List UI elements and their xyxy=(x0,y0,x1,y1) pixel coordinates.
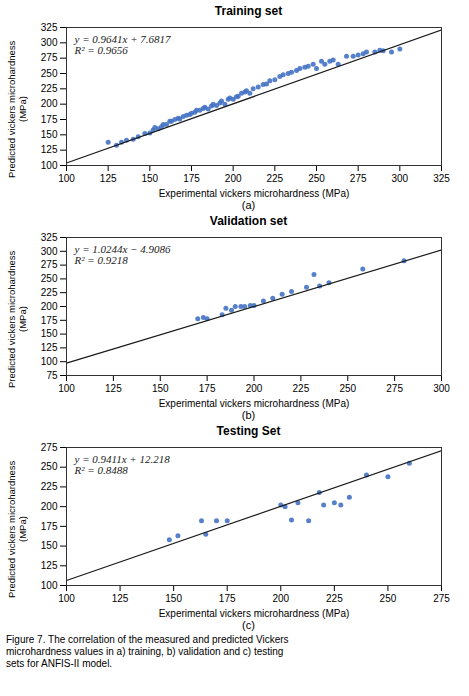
html-text:(c): (c) xyxy=(242,619,255,631)
svg-text:125: 125 xyxy=(105,383,122,394)
svg-text:y = 0.9641x + 7.6817R² = 0.965: y = 0.9641x + 7.6817R² = 0.9656 xyxy=(74,33,172,56)
svg-text:300: 300 xyxy=(433,383,450,394)
svg-text:125: 125 xyxy=(41,144,58,155)
svg-text:225: 225 xyxy=(41,287,58,298)
svg-text:200: 200 xyxy=(246,383,263,394)
svg-text:250: 250 xyxy=(339,383,356,394)
svg-text:300: 300 xyxy=(41,246,58,257)
svg-text:Experimental vickers microhard: Experimental vickers microhardness (MPa) xyxy=(159,188,350,199)
svg-text:Experimental vickers microhard: Experimental vickers microhardness (MPa) xyxy=(159,398,350,409)
svg-text:250: 250 xyxy=(41,461,58,472)
svg-text:150: 150 xyxy=(41,540,58,551)
svg-text:300: 300 xyxy=(391,173,408,184)
svg-text:y = 1.0244x − 4.9086R² = 0.921: y = 1.0244x − 4.9086R² = 0.9218 xyxy=(74,243,172,266)
svg-text:200: 200 xyxy=(41,98,58,109)
svg-text:175: 175 xyxy=(199,383,216,394)
svg-text:200: 200 xyxy=(272,593,289,604)
svg-text:150: 150 xyxy=(41,129,58,140)
svg-text:200: 200 xyxy=(41,501,58,512)
svg-text:250: 250 xyxy=(41,273,58,284)
svg-text:125: 125 xyxy=(112,593,129,604)
svg-text:75: 75 xyxy=(46,370,58,381)
svg-text:y = 0.9411x + 12.218R² = 0.848: y = 0.9411x + 12.218R² = 0.8488 xyxy=(74,453,171,476)
svg-text:225: 225 xyxy=(41,481,58,492)
svg-text:200: 200 xyxy=(41,301,58,312)
svg-text:325: 325 xyxy=(433,173,450,184)
svg-text:100: 100 xyxy=(58,383,75,394)
svg-text:125: 125 xyxy=(41,560,58,571)
svg-text:100: 100 xyxy=(58,593,75,604)
svg-text:200: 200 xyxy=(225,173,242,184)
svg-text:250: 250 xyxy=(380,593,397,604)
html-text:(a): (a) xyxy=(241,199,256,211)
svg-text:225: 225 xyxy=(41,83,58,94)
html-text:Figure 7. The correlation of t: Figure 7. The correlation of the measure… xyxy=(6,634,289,669)
svg-text:275: 275 xyxy=(41,259,58,270)
svg-text:250: 250 xyxy=(308,173,325,184)
svg-text:275: 275 xyxy=(41,52,58,63)
svg-text:325: 325 xyxy=(41,232,58,243)
svg-text:300: 300 xyxy=(41,37,58,48)
svg-text:175: 175 xyxy=(41,315,58,326)
svg-text:175: 175 xyxy=(183,173,200,184)
html-text:Training set: Training set xyxy=(214,4,283,18)
html-text:Predicted vickers microhardnes: Predicted vickers microhardness (MPa) xyxy=(6,40,28,178)
svg-text:275: 275 xyxy=(350,173,367,184)
svg-text:125: 125 xyxy=(41,342,58,353)
svg-text:150: 150 xyxy=(141,173,158,184)
svg-text:150: 150 xyxy=(152,383,169,394)
svg-text:175: 175 xyxy=(41,521,58,532)
svg-text:325: 325 xyxy=(41,22,58,33)
html-text:Testing Set: Testing Set xyxy=(216,424,281,438)
svg-text:150: 150 xyxy=(165,593,182,604)
svg-text:275: 275 xyxy=(433,593,450,604)
svg-text:175: 175 xyxy=(219,593,236,604)
svg-text:275: 275 xyxy=(41,442,58,453)
svg-text:Experimental vickers microhard: Experimental vickers microhardness (MPa) xyxy=(159,608,350,619)
html-text:Validation set: Validation set xyxy=(209,214,288,228)
html-text:Predicted vickers microhardnes: Predicted vickers microhardness (MPa) xyxy=(6,250,28,388)
svg-text:100: 100 xyxy=(41,160,58,171)
svg-text:250: 250 xyxy=(41,68,58,79)
svg-text:150: 150 xyxy=(41,328,58,339)
svg-text:175: 175 xyxy=(41,114,58,125)
svg-text:100: 100 xyxy=(41,580,58,591)
svg-text:225: 225 xyxy=(293,383,310,394)
html-text:Predicted vickers microhardnes: Predicted vickers microhardness (MPa) xyxy=(6,460,28,598)
svg-text:275: 275 xyxy=(386,383,403,394)
svg-text:225: 225 xyxy=(326,593,343,604)
svg-text:125: 125 xyxy=(100,173,117,184)
svg-text:100: 100 xyxy=(41,356,58,367)
html-text:(b): (b) xyxy=(241,409,256,421)
svg-text:100: 100 xyxy=(58,173,75,184)
svg-text:225: 225 xyxy=(266,173,283,184)
